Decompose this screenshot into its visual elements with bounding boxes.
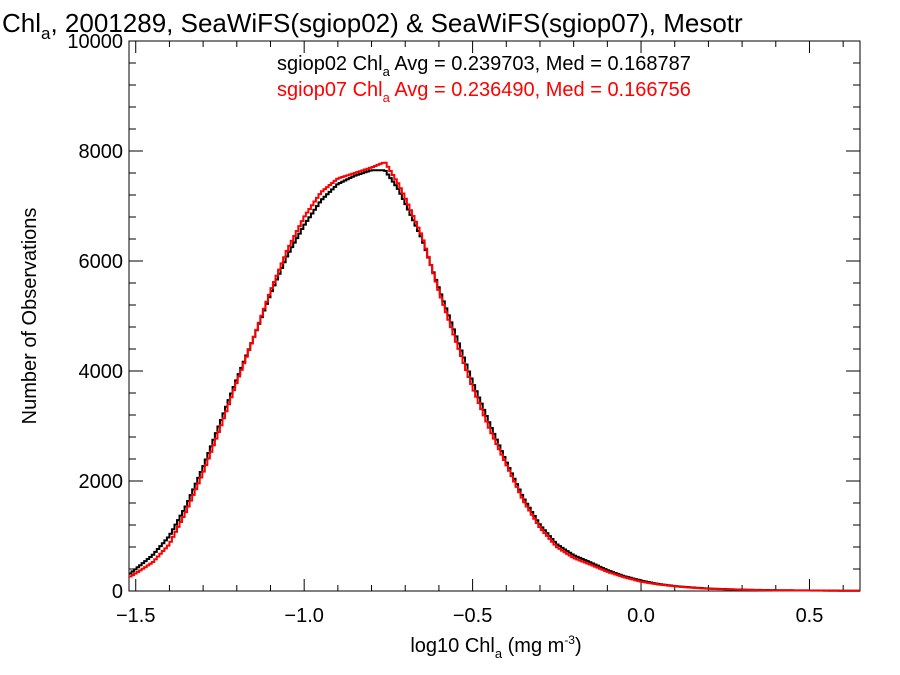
y-tick-label: 0	[112, 581, 123, 603]
y-tick-label: 6000	[79, 251, 124, 273]
legend-entry-sgiop07: sgiop07 Chla Avg = 0.236490, Med = 0.166…	[277, 79, 691, 105]
y-tick-label: 2000	[79, 471, 124, 493]
x-axis-label: log10 Chla (mg m-3)	[410, 633, 581, 661]
y-axis-label: Number of Observations	[19, 208, 41, 425]
y-tick-label: 4000	[79, 361, 124, 383]
series-line-sgiop02	[129, 169, 860, 592]
y-tick-label: 10000	[67, 31, 123, 53]
x-tick-label: −0.5	[453, 605, 492, 627]
plot-frame	[128, 40, 861, 592]
x-tick-label: 0.0	[627, 605, 655, 627]
chart-title-subscript: a	[41, 24, 51, 43]
series-group	[129, 161, 860, 592]
x-tick-label: 0.5	[796, 605, 824, 627]
legend-entry-sgiop02: sgiop02 Chla Avg = 0.239703, Med = 0.168…	[277, 53, 691, 79]
axes: −1.5 −1.0 −0.5 0.0 0.5 0 2000 4000 6000 8000 10000	[67, 31, 860, 627]
chart-title: Chla, 2001289, SeaWiFS(sgiop02) & SeaWiF…	[2, 8, 743, 43]
y-tick-label: 8000	[79, 141, 124, 163]
x-tick-label: −1.5	[116, 605, 155, 627]
series-line-sgiop07	[129, 161, 860, 592]
x-tick-label: −1.0	[284, 605, 323, 627]
